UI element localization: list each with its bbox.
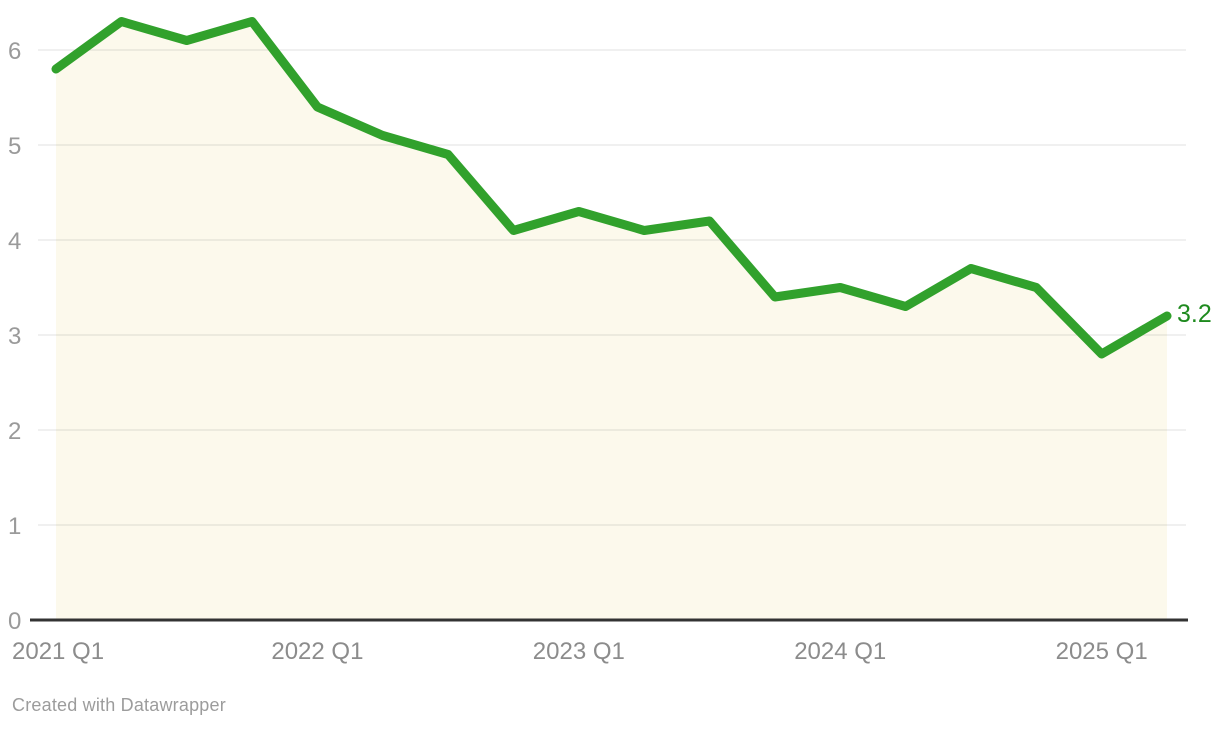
y-tick-label: 2	[8, 418, 21, 445]
end-value-label: 3.2	[1177, 300, 1212, 328]
series-line	[51, 17, 1172, 359]
y-tick-label: 1	[8, 513, 21, 540]
tick-label-layer: 0 1 2 3 4 5 6 2021 Q1 2022 Q1 2023 Q1 2024 Q1 2025 …	[8, 38, 1148, 665]
series-area	[56, 21, 1167, 620]
gridline-layer	[38, 49, 1186, 526]
y-tick-label: 3	[8, 323, 21, 350]
x-tick-label: 2024 Q1	[794, 638, 886, 665]
y-tick-label: 4	[8, 228, 21, 255]
line-chart: 0 1 2 3 4 5 6 2021 Q1 2022 Q1 2023 Q1 2024 Q1 2025 …	[8, 17, 1212, 665]
y-tick-label: 5	[8, 133, 21, 160]
series-line-layer	[51, 17, 1172, 359]
datawrapper-credit: Created with Datawrapper	[12, 695, 226, 715]
x-tick-label: 2021 Q1	[12, 638, 104, 665]
y-tick-label: 0	[8, 608, 21, 635]
x-tick-label: 2025 Q1	[1056, 638, 1148, 665]
x-tick-label: 2023 Q1	[533, 638, 625, 665]
y-tick-label: 6	[8, 38, 21, 65]
x-tick-label: 2022 Q1	[271, 638, 363, 665]
area-fill-layer	[56, 21, 1167, 620]
